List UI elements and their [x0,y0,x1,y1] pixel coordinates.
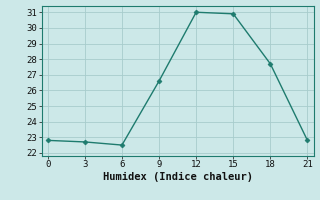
X-axis label: Humidex (Indice chaleur): Humidex (Indice chaleur) [103,172,252,182]
